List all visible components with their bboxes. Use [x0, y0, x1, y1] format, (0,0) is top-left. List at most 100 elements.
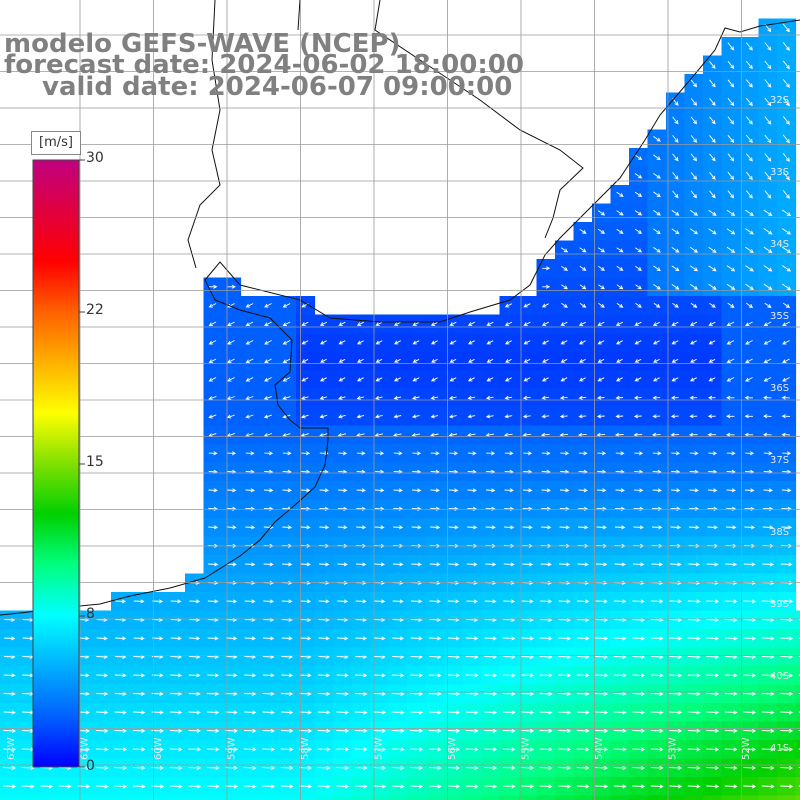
wind-arrow-icon — [336, 747, 350, 752]
wind-arrow-icon — [522, 506, 533, 511]
wind-arrow-icon — [615, 340, 623, 345]
wind-arrow-icon — [523, 303, 531, 308]
wind-arrow-icon — [632, 728, 646, 733]
wind-arrow-icon — [763, 283, 773, 291]
wind-arrow-icon — [671, 340, 679, 345]
wind-arrow-icon — [687, 747, 701, 752]
wind-arrow-icon — [244, 673, 257, 678]
wind-arrow-icon — [539, 636, 553, 641]
wind-arrow-icon — [780, 673, 794, 678]
wind-arrow-icon — [579, 358, 586, 363]
wind-arrow-icon — [709, 153, 716, 162]
wind-arrow-icon — [633, 414, 642, 419]
wind-arrow-icon — [392, 562, 404, 567]
wind-arrow-icon — [373, 636, 386, 641]
wind-arrow-icon — [707, 525, 719, 530]
wind-arrow-icon — [485, 488, 496, 493]
wind-arrow-icon — [763, 209, 773, 217]
wind-arrow-icon — [558, 673, 572, 678]
wind-arrow-icon — [299, 710, 312, 715]
wind-arrow-icon — [467, 525, 478, 530]
wind-arrow-icon — [670, 432, 680, 437]
wind-arrow-icon — [745, 283, 754, 290]
wind-arrow-icon — [411, 488, 422, 493]
wind-arrow-icon — [595, 673, 609, 678]
wind-arrow-icon — [632, 599, 645, 604]
wind-arrow-icon — [132, 784, 146, 789]
wind-arrow-icon — [282, 377, 291, 382]
wind-arrow-icon — [504, 506, 515, 511]
wind-arrow-icon — [356, 414, 365, 419]
wind-arrow-icon — [502, 784, 516, 789]
wind-arrow-icon — [764, 116, 772, 125]
longitude-label: 62W — [6, 737, 17, 760]
wind-arrow-icon — [724, 691, 738, 696]
wind-speed-field — [0, 18, 800, 800]
wind-arrow-icon — [280, 784, 294, 789]
wind-arrow-icon — [780, 599, 794, 604]
wind-arrow-icon — [245, 506, 256, 511]
wind-arrow-icon — [616, 228, 624, 234]
wind-arrow-icon — [650, 710, 664, 715]
wind-arrow-icon — [542, 266, 551, 271]
wind-arrow-icon — [503, 562, 515, 567]
wind-arrow-icon — [706, 599, 720, 604]
wind-arrow-icon — [393, 321, 402, 326]
wind-arrow-icon — [539, 673, 553, 678]
wind-arrow-icon — [391, 784, 405, 789]
wind-arrow-icon — [523, 321, 531, 326]
wind-arrow-icon — [669, 710, 683, 715]
wind-arrow-icon — [745, 97, 753, 107]
wind-arrow-icon — [689, 340, 697, 345]
wind-arrow-icon — [595, 691, 609, 696]
wind-arrow-icon — [706, 562, 719, 567]
wind-arrow-icon — [724, 673, 738, 678]
wind-arrow-icon — [616, 210, 624, 216]
wind-arrow-icon — [188, 765, 202, 770]
wind-arrow-icon — [615, 451, 625, 456]
wind-arrow-icon — [486, 451, 496, 456]
wind-arrow-icon — [708, 246, 717, 253]
wind-arrow-icon — [726, 228, 736, 235]
wind-arrow-icon — [336, 784, 350, 789]
wind-arrow-icon — [356, 506, 367, 511]
wind-arrow-icon — [613, 765, 627, 770]
wind-arrow-icon — [687, 636, 701, 641]
wind-arrow-icon — [465, 673, 479, 678]
wind-arrow-icon — [539, 710, 553, 715]
wind-arrow-icon — [727, 302, 735, 308]
wind-arrow-icon — [245, 303, 254, 308]
wind-arrow-icon — [672, 302, 679, 308]
wind-arrow-icon — [522, 395, 531, 400]
wind-arrow-icon — [782, 153, 790, 162]
wind-arrow-icon — [318, 599, 330, 604]
wind-arrow-icon — [744, 488, 755, 493]
wind-arrow-icon — [467, 506, 478, 511]
wind-arrow-icon — [393, 340, 401, 345]
longitude-label: 61W — [80, 737, 91, 760]
wind-arrow-icon — [317, 765, 331, 770]
wind-arrow-icon — [690, 98, 697, 106]
wind-arrow-icon — [264, 303, 272, 308]
wind-arrow-icon — [411, 506, 422, 511]
wind-arrow-icon — [319, 488, 329, 493]
wind-arrow-icon — [689, 228, 699, 235]
wind-arrow-icon — [502, 765, 516, 770]
wind-arrow-icon — [393, 377, 401, 382]
wind-arrow-icon — [226, 488, 237, 493]
wind-arrow-icon — [743, 728, 757, 733]
wind-arrow-icon — [448, 525, 459, 530]
wind-arrow-icon — [244, 691, 257, 696]
wind-arrow-icon — [689, 209, 699, 216]
wind-arrow-icon — [576, 691, 590, 696]
wind-arrow-icon — [669, 691, 683, 696]
wind-arrow-icon — [485, 525, 496, 530]
wind-arrow-icon — [428, 765, 442, 770]
latitude-label: 41S — [770, 743, 789, 754]
wind-arrow-icon — [727, 171, 735, 181]
wind-arrow-icon — [301, 340, 309, 345]
wind-arrow-icon — [262, 784, 276, 789]
wind-arrow-icon — [726, 377, 735, 382]
wind-arrow-icon — [393, 395, 402, 400]
wind-arrow-icon — [781, 432, 791, 437]
